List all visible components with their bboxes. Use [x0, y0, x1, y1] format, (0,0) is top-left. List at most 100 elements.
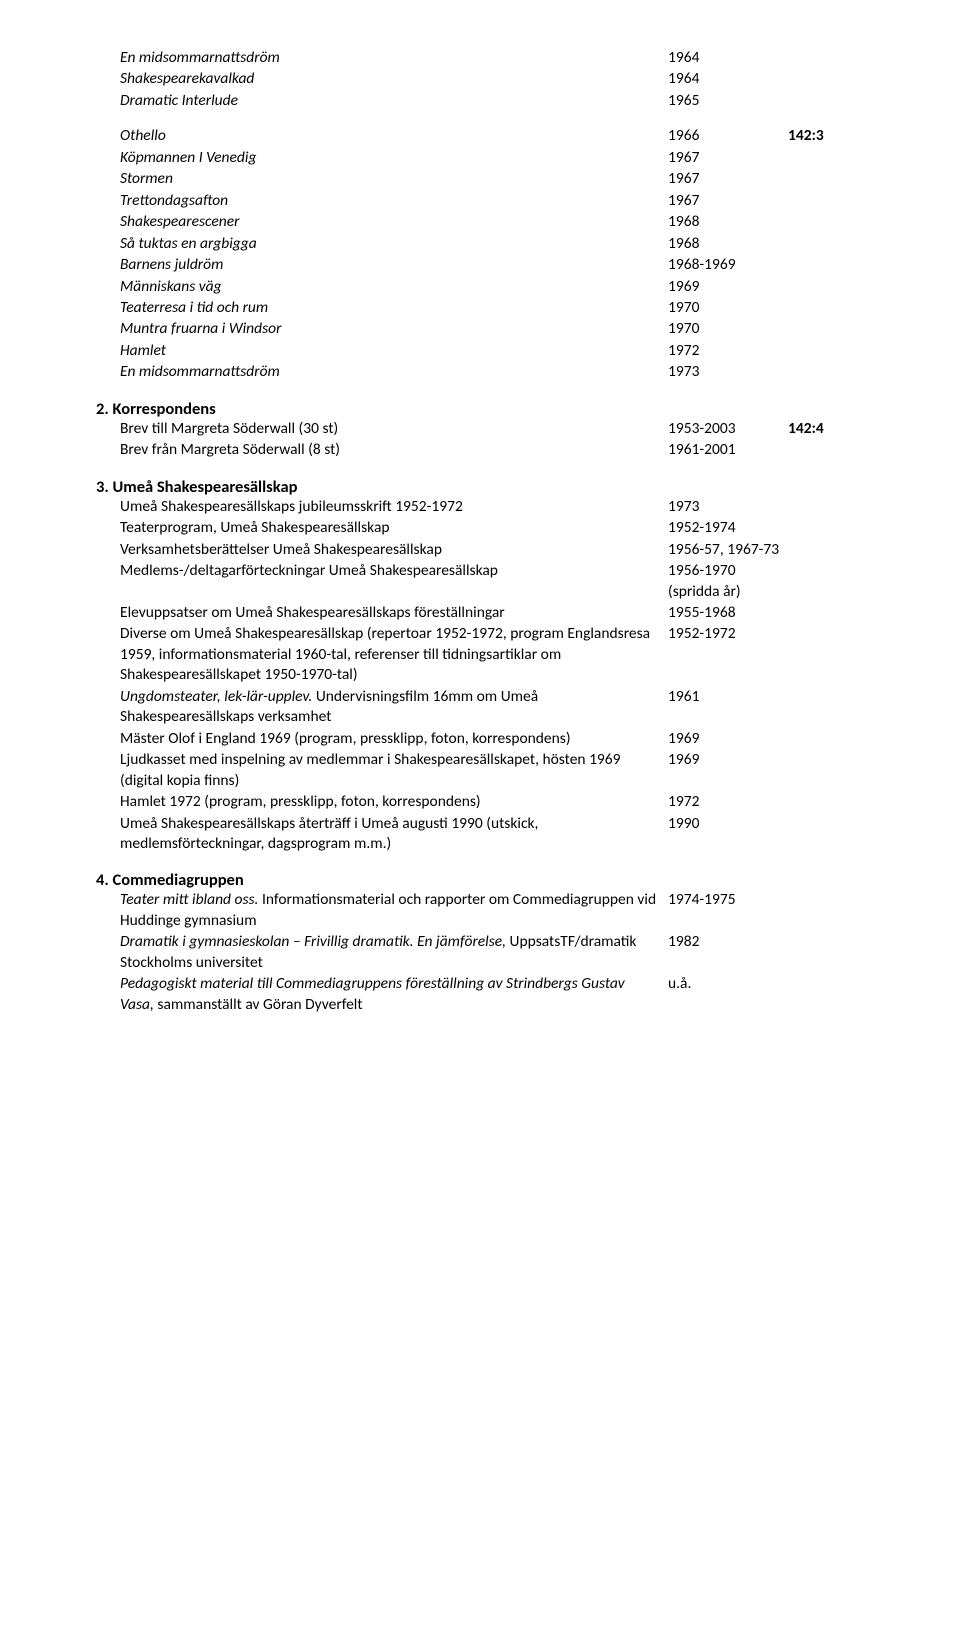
play-title: Teaterresa i tid och rum: [120, 298, 668, 318]
item-title: Elevuppsatser om Umeå Shakespearesällska…: [120, 603, 668, 623]
item-row: Medlems-/deltagarförteckningar Umeå Shak…: [120, 561, 880, 602]
play-year: 1973: [668, 362, 788, 382]
item-year: 1973: [668, 497, 788, 517]
play-year: 1964: [668, 69, 788, 89]
item-year: 1990: [668, 814, 788, 855]
item-title: Hamlet 1972 (program, pressklipp, foton,…: [120, 792, 668, 812]
item-row: Dramatik i gymnasieskolan – Frivillig dr…: [120, 932, 880, 973]
vol-ref: [788, 48, 868, 68]
play-year: 1967: [668, 169, 788, 189]
section-1-block-b: Othello 1966 142:3 Köpmannen I Venedig 1…: [96, 126, 880, 382]
item-title: Mäster Olof i England 1969 (program, pre…: [120, 729, 668, 749]
item-title: Medlems-/deltagarförteckningar Umeå Shak…: [120, 561, 668, 602]
item-year: 1952-1972: [668, 624, 788, 685]
play-row: Stormen 1967: [120, 169, 880, 189]
corr-row: Brev till Margreta Söderwall (30 st) 195…: [120, 419, 880, 439]
vol-ref: 142:3: [788, 126, 868, 146]
item-title: Pedagogiskt material till Commediagruppe…: [120, 974, 668, 1015]
item-row: Ljudkasset med inspelning av medlemmar i…: [120, 750, 880, 791]
item-year: 1956-57, 1967-73: [668, 540, 788, 560]
item-year: u.å.: [668, 974, 788, 1015]
play-row: Barnens juldröm 1968-1969: [120, 255, 880, 275]
play-title: Shakespearekavalkad: [120, 69, 668, 89]
item-year: 1982: [668, 932, 788, 973]
play-year: 1967: [668, 191, 788, 211]
item-row: Hamlet 1972 (program, pressklipp, foton,…: [120, 792, 880, 812]
corr-title: Brev till Margreta Söderwall (30 st): [120, 419, 668, 439]
play-row: En midsommarnattsdröm 1964: [120, 48, 880, 68]
item-title: Ljudkasset med inspelning av medlemmar i…: [120, 750, 668, 791]
section-4-body: Teater mitt ibland oss. Informationsmate…: [96, 890, 880, 1015]
section-2-heading: 2. Korrespondens: [96, 399, 880, 419]
item-year: 1952-1974: [668, 518, 788, 538]
item-title: Teaterprogram, Umeå Shakespearesällskap: [120, 518, 668, 538]
play-title: Barnens juldröm: [120, 255, 668, 275]
play-title: Människans väg: [120, 277, 668, 297]
play-year: 1968: [668, 234, 788, 254]
item-row: Umeå Shakespearesällskaps jubileumsskrif…: [120, 497, 880, 517]
play-year: 1967: [668, 148, 788, 168]
play-title: En midsommarnattsdröm: [120, 48, 668, 68]
item-year: 1969: [668, 750, 788, 791]
play-row: Muntra fruarna i Windsor 1970: [120, 319, 880, 339]
play-row: Othello 1966 142:3: [120, 126, 880, 146]
play-row: Trettondagsafton 1967: [120, 191, 880, 211]
corr-year: 1953-2003: [668, 419, 788, 439]
item-row: Diverse om Umeå Shakespearesällskap (rep…: [120, 624, 880, 685]
item-row: Teater mitt ibland oss. Informationsmate…: [120, 890, 880, 931]
play-title: Stormen: [120, 169, 668, 189]
play-row: Dramatic Interlude 1965: [120, 91, 880, 111]
section-4-heading: 4. Commediagruppen: [96, 870, 880, 890]
item-row: Teaterprogram, Umeå Shakespearesällskap …: [120, 518, 880, 538]
vol-ref: 142:4: [788, 419, 868, 439]
section-2-body: Brev till Margreta Söderwall (30 st) 195…: [96, 419, 880, 461]
play-year: 1964: [668, 48, 788, 68]
item-year: 1972: [668, 792, 788, 812]
play-row: En midsommarnattsdröm 1973: [120, 362, 880, 382]
play-title: Othello: [120, 126, 668, 146]
item-title-italic: Dramatik i gymnasieskolan – Frivillig dr…: [120, 932, 506, 951]
item-title: Ungdomsteater, lek-lär-upplev. Undervisn…: [120, 687, 668, 728]
spacer: [96, 112, 880, 126]
play-title: Shakespearescener: [120, 212, 668, 232]
item-title: Umeå Shakespearesällskaps jubileumsskrif…: [120, 497, 668, 517]
play-year: 1972: [668, 341, 788, 361]
item-title-plain: sammanställt av Göran Dyverfelt: [154, 995, 363, 1014]
item-year: 1955-1968: [668, 603, 788, 623]
item-title: Umeå Shakespearesällskaps återträff i Um…: [120, 814, 668, 855]
item-row: Pedagogiskt material till Commediagruppe…: [120, 974, 880, 1015]
item-year: 1956-1970 (spridda år): [668, 561, 788, 602]
item-title: Dramatik i gymnasieskolan – Frivillig dr…: [120, 932, 668, 973]
item-year: 1961: [668, 687, 788, 728]
item-title: Verksamhetsberättelser Umeå Shakespeares…: [120, 540, 668, 560]
play-year: 1965: [668, 91, 788, 111]
corr-title: Brev från Margreta Söderwall (8 st): [120, 440, 668, 460]
corr-year: 1961-2001: [668, 440, 788, 460]
play-row: Människans väg 1969: [120, 277, 880, 297]
item-year: 1969: [668, 729, 788, 749]
play-year: 1969: [668, 277, 788, 297]
play-year: 1966: [668, 126, 788, 146]
item-year: 1974-1975: [668, 890, 788, 931]
section-1-block-a: En midsommarnattsdröm 1964 Shakespeareka…: [96, 48, 880, 111]
play-title: Dramatic Interlude: [120, 91, 668, 111]
item-title: Teater mitt ibland oss. Informationsmate…: [120, 890, 668, 931]
item-row: Umeå Shakespearesällskaps återträff i Um…: [120, 814, 880, 855]
play-year: 1968: [668, 212, 788, 232]
section-3-body: Umeå Shakespearesällskaps jubileumsskrif…: [96, 497, 880, 855]
item-row: Verksamhetsberättelser Umeå Shakespeares…: [120, 540, 880, 560]
item-title-italic: Teater mitt ibland oss.: [120, 890, 258, 909]
corr-row: Brev från Margreta Söderwall (8 st) 1961…: [120, 440, 880, 460]
play-title: Hamlet: [120, 341, 668, 361]
play-row: Så tuktas en argbigga 1968: [120, 234, 880, 254]
section-3-heading: 3. Umeå Shakespearesällskap: [96, 477, 880, 497]
play-year: 1970: [668, 298, 788, 318]
play-row: Shakespearekavalkad 1964: [120, 69, 880, 89]
item-row: Ungdomsteater, lek-lär-upplev. Undervisn…: [120, 687, 880, 728]
item-row: Mäster Olof i England 1969 (program, pre…: [120, 729, 880, 749]
play-year: 1968-1969: [668, 255, 788, 275]
item-title-italic: Ungdomsteater, lek-lär-upplev.: [120, 687, 312, 706]
item-row: Elevuppsatser om Umeå Shakespearesällska…: [120, 603, 880, 623]
play-row: Hamlet 1972: [120, 341, 880, 361]
play-title: En midsommarnattsdröm: [120, 362, 668, 382]
